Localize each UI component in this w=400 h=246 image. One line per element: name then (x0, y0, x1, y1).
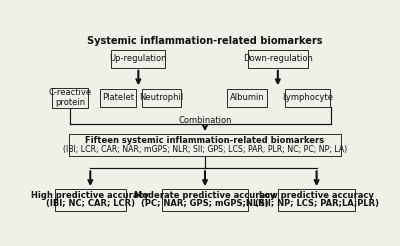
FancyBboxPatch shape (227, 89, 267, 107)
Text: Combination: Combination (178, 116, 232, 125)
FancyBboxPatch shape (248, 50, 308, 68)
FancyBboxPatch shape (69, 134, 341, 156)
FancyBboxPatch shape (285, 89, 330, 107)
Text: C-reactive
protein: C-reactive protein (48, 88, 92, 108)
FancyBboxPatch shape (278, 189, 355, 211)
FancyBboxPatch shape (55, 189, 126, 211)
Text: (PC; NAR; GPS; mGPS;NLR): (PC; NAR; GPS; mGPS;NLR) (141, 199, 269, 208)
Text: High predictive accuracy: High predictive accuracy (31, 191, 149, 200)
Text: Fifteen systemic inflammation-related biomarkers: Fifteen systemic inflammation-related bi… (86, 136, 324, 145)
FancyBboxPatch shape (111, 50, 166, 68)
Text: Neutrophil: Neutrophil (140, 93, 184, 102)
FancyBboxPatch shape (142, 89, 181, 107)
Text: (IBI; LCR; CAR; NAR; mGPS; NLR; SII; GPS; LCS; PAR; PLR; NC; PC; NP; LA): (IBI; LCR; CAR; NAR; mGPS; NLR; SII; GPS… (63, 145, 347, 154)
Text: Low predictive accuracy: Low predictive accuracy (259, 191, 374, 200)
FancyBboxPatch shape (52, 88, 88, 108)
Text: Platelet: Platelet (102, 93, 134, 102)
Text: Systemic inflammation-related biomarkers: Systemic inflammation-related biomarkers (87, 36, 323, 46)
FancyBboxPatch shape (162, 189, 248, 211)
Text: Albumin: Albumin (230, 93, 264, 102)
Text: Lymphocyte: Lymphocyte (282, 93, 333, 102)
Text: (IBI; NC; CAR; LCR): (IBI; NC; CAR; LCR) (46, 199, 135, 208)
Text: Up-regulation: Up-regulation (110, 54, 167, 63)
Text: Down-regulation: Down-regulation (243, 54, 313, 63)
Text: Moderate predictive accuracy: Moderate predictive accuracy (134, 191, 276, 200)
Text: (SII; NP; LCS; PAR;LA;PLR): (SII; NP; LCS; PAR;LA;PLR) (255, 199, 379, 208)
FancyBboxPatch shape (100, 89, 136, 107)
